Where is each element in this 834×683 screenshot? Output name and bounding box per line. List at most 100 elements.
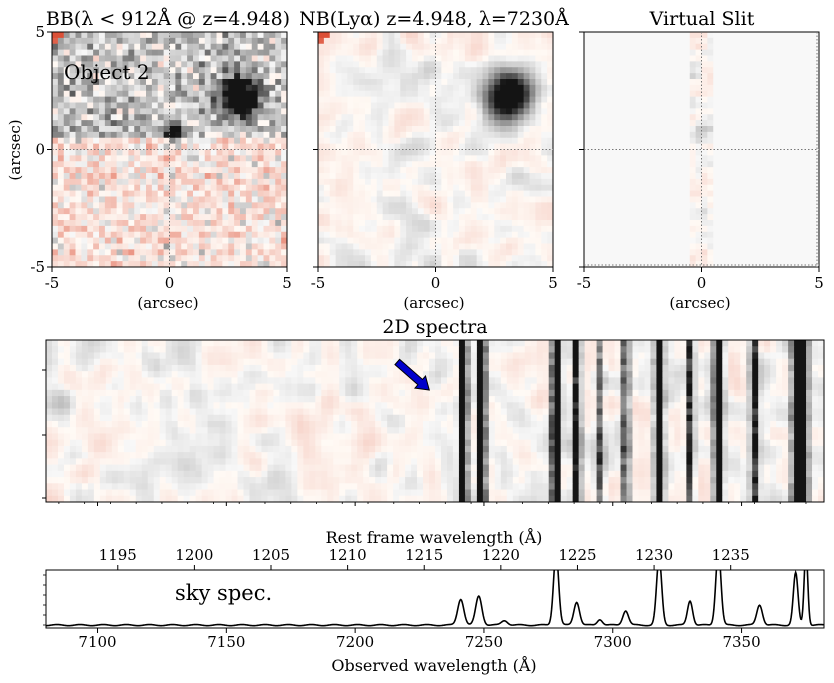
pixel: [625, 190, 632, 197]
pixel: [370, 120, 378, 127]
pixel: [353, 84, 360, 92]
pixel: [453, 96, 460, 103]
pixel: [140, 255, 147, 262]
pixel: [388, 255, 395, 262]
pixel: [678, 149, 685, 156]
pixel: [187, 243, 194, 250]
pixel: [589, 149, 597, 156]
pixel: [488, 120, 495, 127]
pixel: [760, 249, 767, 256]
pixel: [742, 196, 749, 203]
pixel: [619, 220, 626, 227]
pixel: [683, 225, 691, 233]
pixel: [376, 96, 384, 103]
pixel: [234, 126, 241, 133]
pixel: [245, 231, 253, 239]
pixel: [63, 32, 71, 39]
pixel: [695, 55, 702, 62]
pixel: [595, 173, 603, 180]
pixel: [730, 149, 738, 156]
pixel: [87, 214, 94, 221]
pixel: [394, 49, 401, 56]
pixel: [216, 90, 223, 98]
pixel: [447, 67, 454, 74]
pixel: [193, 90, 200, 98]
pixel: [801, 214, 808, 221]
pixel: [441, 237, 448, 244]
pixel: [318, 237, 325, 244]
pixel: [470, 55, 478, 62]
pixel: [453, 73, 460, 80]
pixel: [423, 143, 431, 150]
pixel: [57, 43, 65, 51]
pixel: [151, 149, 159, 156]
pixel: [772, 173, 779, 180]
pixel: [359, 214, 366, 221]
pixel: [245, 149, 253, 156]
pixel: [789, 173, 796, 180]
pixel: [370, 184, 378, 192]
pixel: [813, 237, 820, 244]
pixel: [730, 173, 738, 180]
pixel: [464, 243, 472, 250]
pixel: [654, 49, 661, 56]
pixel: [613, 43, 620, 51]
pixel: [81, 178, 88, 186]
pixel: [660, 208, 667, 215]
pixel: [87, 73, 94, 80]
pixel: [701, 32, 708, 39]
pixel: [151, 120, 159, 127]
pixel: [423, 243, 431, 250]
pixel: [660, 79, 667, 86]
pixel: [683, 120, 691, 127]
pixel: [341, 231, 348, 239]
pixel: [453, 261, 460, 268]
pixel: [678, 167, 685, 174]
pixel: [801, 202, 808, 209]
pixel: [678, 61, 685, 68]
spectrum-pixel: [584, 340, 591, 347]
pixel: [760, 90, 767, 98]
pixel: [453, 108, 460, 115]
pixel: [175, 137, 182, 145]
pixel: [725, 126, 732, 133]
pixel: [93, 261, 100, 268]
pixel: [660, 202, 667, 209]
pixel: [216, 32, 223, 39]
pixel: [517, 261, 525, 268]
pixel: [429, 161, 436, 168]
pixel: [193, 243, 200, 250]
pixel: [240, 43, 247, 51]
pixel: [157, 208, 165, 215]
pixel: [453, 243, 460, 250]
pixel: [81, 55, 88, 62]
pixel: [163, 37, 170, 45]
pixel: [376, 208, 384, 215]
spectrum-pixel: [165, 340, 173, 347]
pixel: [193, 32, 200, 39]
pixel: [713, 90, 720, 98]
pixel: [228, 190, 235, 197]
spectrum-pixel: [746, 340, 753, 347]
pixel: [400, 184, 407, 192]
pixel: [394, 108, 401, 115]
pixel: [707, 184, 714, 192]
pixel: [642, 190, 650, 197]
pixel: [470, 225, 478, 233]
pixel: [275, 196, 282, 203]
pixel: [234, 55, 241, 62]
pixel: [766, 261, 773, 268]
pixel: [772, 108, 779, 115]
pixel: [347, 96, 354, 103]
pixel: [57, 255, 65, 262]
pixel: [459, 149, 466, 156]
pixel: [146, 249, 153, 256]
pixel: [269, 167, 276, 174]
pixel: [766, 161, 773, 168]
pixel: [228, 114, 235, 121]
pixel: [672, 167, 679, 174]
pixel: [678, 255, 685, 262]
pixel: [766, 67, 773, 74]
pixel: [353, 208, 360, 215]
pixel: [589, 220, 597, 227]
